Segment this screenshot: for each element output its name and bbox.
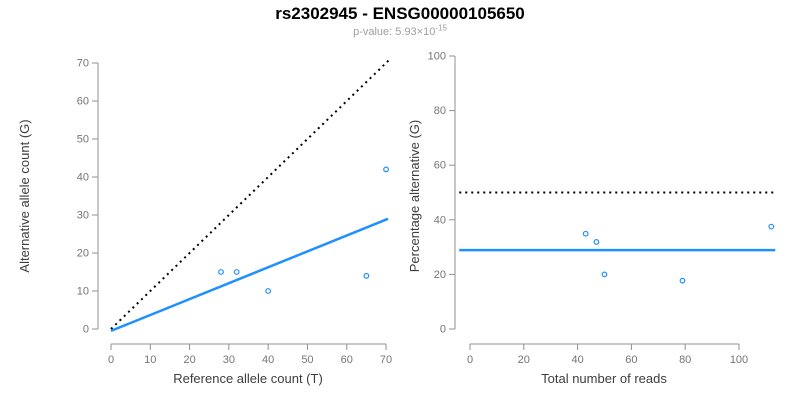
- y-tick-label: 30: [77, 210, 89, 222]
- x-tick-label: 60: [341, 354, 353, 366]
- y-tick-label: 40: [77, 172, 89, 184]
- y-tick-label: 100: [428, 51, 446, 63]
- data-point: [601, 271, 608, 278]
- data-point: [218, 269, 224, 275]
- y-tick-label: 20: [434, 269, 446, 281]
- pvalue-base: p-value: 5.93×10: [353, 26, 436, 38]
- y-tick-label: 50: [77, 134, 89, 146]
- x-tick-label: 40: [262, 354, 274, 366]
- x-tick-label: 100: [730, 354, 748, 366]
- y-tick-label: 70: [77, 58, 89, 70]
- identity-line: [110, 58, 391, 330]
- page-title: rs2302945 - ENSG00000105650: [275, 4, 525, 23]
- y-tick-label: 0: [83, 324, 89, 336]
- y-tick-label: 60: [77, 96, 89, 108]
- regression-line: [110, 217, 389, 333]
- x-tick-label: 0: [108, 354, 114, 366]
- x-tick-label: 0: [467, 354, 473, 366]
- x-tick-label: 70: [380, 354, 392, 366]
- x-tick-label: 60: [625, 354, 637, 366]
- x-tick-label: 80: [679, 354, 691, 366]
- data-point: [265, 288, 272, 294]
- y-tick-label: 20: [77, 248, 89, 260]
- y-tick-label: 40: [434, 214, 446, 226]
- y-tick-label: 80: [434, 105, 446, 117]
- y-tick-label: 60: [434, 160, 446, 172]
- data-point: [383, 166, 389, 173]
- x-tick-label: 20: [518, 354, 530, 366]
- x-tick-label: 40: [571, 354, 583, 366]
- y-tick-label: 0: [440, 324, 446, 336]
- data-point: [679, 277, 686, 284]
- pvalue-exponent: -15: [435, 23, 447, 33]
- data-point: [233, 269, 240, 275]
- data-point: [363, 272, 370, 279]
- x-tick-label: 30: [223, 354, 235, 366]
- y-tick-label: 10: [77, 286, 89, 298]
- x-axis-title: Total number of reads: [541, 371, 667, 386]
- pvalue-subtitle: p-value: 5.93×10-15: [0, 23, 800, 38]
- x-tick-label: 20: [183, 354, 195, 366]
- data-point: [768, 223, 775, 230]
- x-tick-label: 50: [301, 354, 313, 366]
- data-point: [582, 230, 589, 237]
- y-axis-title: Percentage alternative (G): [407, 120, 422, 272]
- data-point: [593, 239, 600, 245]
- x-tick-label: 10: [144, 354, 156, 366]
- x-axis-title: Reference allele count (T): [173, 371, 323, 386]
- y-axis-title: Alternative allele count (G): [17, 119, 32, 272]
